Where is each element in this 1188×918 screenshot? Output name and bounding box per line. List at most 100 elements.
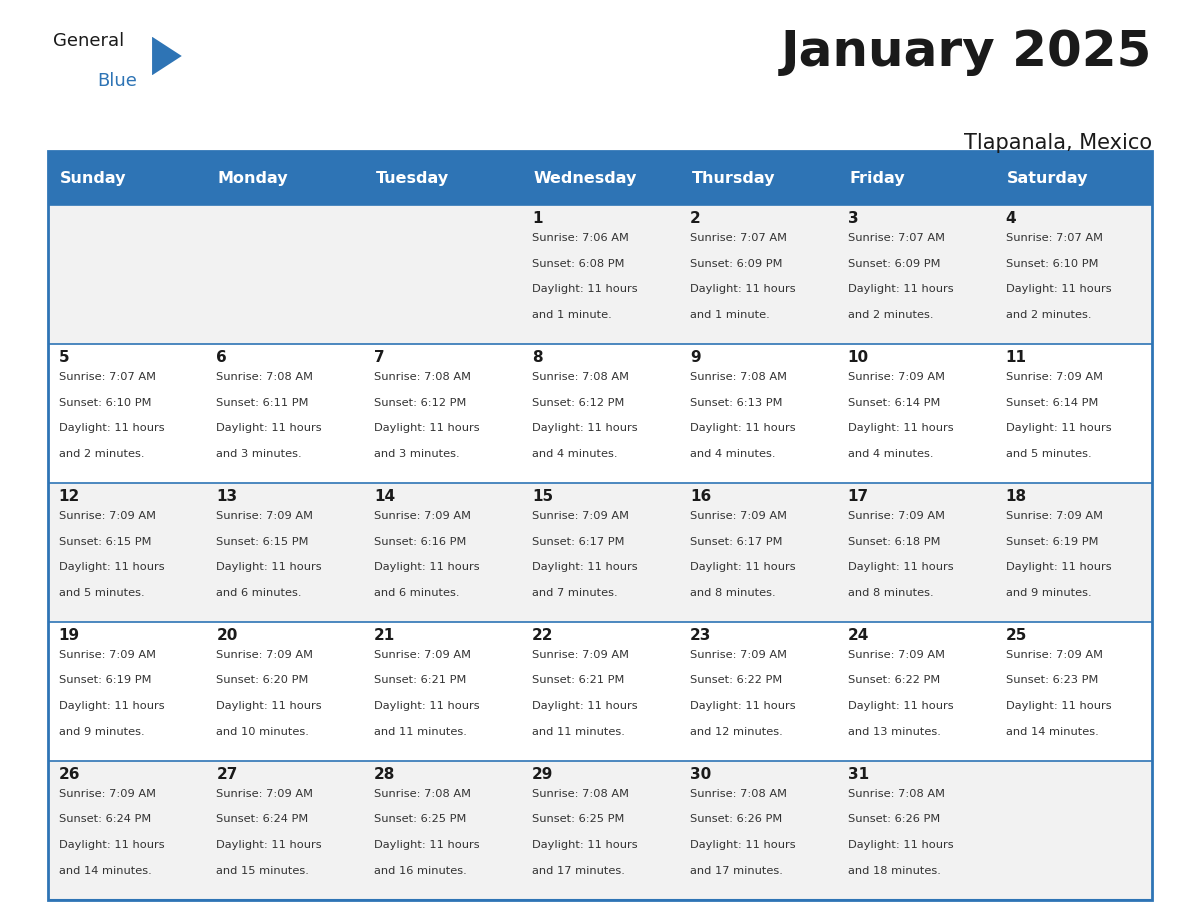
Text: Sunrise: 7:07 AM: Sunrise: 7:07 AM	[1005, 233, 1102, 243]
Bar	[364, 151, 522, 206]
Text: Daylight: 11 hours: Daylight: 11 hours	[690, 840, 796, 850]
Text: Sunset: 6:08 PM: Sunset: 6:08 PM	[532, 259, 625, 269]
Text: Sunrise: 7:09 AM: Sunrise: 7:09 AM	[848, 650, 944, 660]
Text: and 11 minutes.: and 11 minutes.	[532, 727, 625, 737]
Text: Sunset: 6:15 PM: Sunset: 6:15 PM	[216, 536, 309, 546]
Text: 29: 29	[532, 767, 554, 782]
Bar	[48, 483, 1152, 621]
Bar	[206, 151, 364, 206]
Text: Sunrise: 7:08 AM: Sunrise: 7:08 AM	[690, 372, 786, 382]
Text: and 13 minutes.: and 13 minutes.	[848, 727, 941, 737]
Text: Daylight: 11 hours: Daylight: 11 hours	[532, 840, 638, 850]
Text: 12: 12	[58, 489, 80, 504]
Text: Sunset: 6:19 PM: Sunset: 6:19 PM	[58, 676, 151, 686]
Text: and 4 minutes.: and 4 minutes.	[532, 449, 618, 459]
Text: Sunset: 6:21 PM: Sunset: 6:21 PM	[374, 676, 467, 686]
Text: and 8 minutes.: and 8 minutes.	[690, 588, 776, 598]
Text: Sunset: 6:14 PM: Sunset: 6:14 PM	[848, 397, 940, 408]
Text: Sunrise: 7:09 AM: Sunrise: 7:09 AM	[216, 650, 314, 660]
Text: 20: 20	[216, 628, 238, 643]
Text: Sunset: 6:22 PM: Sunset: 6:22 PM	[848, 676, 940, 686]
Text: Sunset: 6:26 PM: Sunset: 6:26 PM	[690, 814, 782, 824]
Text: Sunrise: 7:09 AM: Sunrise: 7:09 AM	[374, 510, 472, 521]
Text: Sunrise: 7:08 AM: Sunrise: 7:08 AM	[532, 372, 630, 382]
Text: 14: 14	[374, 489, 396, 504]
Text: Sunset: 6:18 PM: Sunset: 6:18 PM	[848, 536, 940, 546]
Text: 27: 27	[216, 767, 238, 782]
Text: and 1 minute.: and 1 minute.	[532, 310, 612, 320]
Text: Daylight: 11 hours: Daylight: 11 hours	[1005, 701, 1111, 711]
Text: Daylight: 11 hours: Daylight: 11 hours	[1005, 423, 1111, 433]
Text: Daylight: 11 hours: Daylight: 11 hours	[216, 701, 322, 711]
Text: and 16 minutes.: and 16 minutes.	[374, 866, 467, 876]
Text: and 5 minutes.: and 5 minutes.	[58, 588, 144, 598]
Text: Daylight: 11 hours: Daylight: 11 hours	[1005, 562, 1111, 572]
Text: Daylight: 11 hours: Daylight: 11 hours	[1005, 285, 1111, 295]
Text: Thursday: Thursday	[691, 171, 775, 186]
Text: Sunrise: 7:09 AM: Sunrise: 7:09 AM	[216, 789, 314, 799]
Text: Sunrise: 7:09 AM: Sunrise: 7:09 AM	[848, 510, 944, 521]
Text: Daylight: 11 hours: Daylight: 11 hours	[690, 285, 796, 295]
Text: Sunset: 6:21 PM: Sunset: 6:21 PM	[532, 676, 625, 686]
Text: Sunrise: 7:09 AM: Sunrise: 7:09 AM	[848, 372, 944, 382]
Text: Daylight: 11 hours: Daylight: 11 hours	[58, 562, 164, 572]
Text: 5: 5	[58, 350, 69, 365]
Text: Sunset: 6:25 PM: Sunset: 6:25 PM	[532, 814, 625, 824]
Bar	[48, 206, 1152, 344]
Text: Saturday: Saturday	[1007, 171, 1088, 186]
Text: Daylight: 11 hours: Daylight: 11 hours	[848, 423, 953, 433]
Text: and 7 minutes.: and 7 minutes.	[532, 588, 618, 598]
Text: Sunrise: 7:09 AM: Sunrise: 7:09 AM	[216, 510, 314, 521]
Text: Daylight: 11 hours: Daylight: 11 hours	[216, 840, 322, 850]
Text: January 2025: January 2025	[781, 28, 1152, 75]
Text: Sunset: 6:19 PM: Sunset: 6:19 PM	[1005, 536, 1098, 546]
Text: Sunset: 6:24 PM: Sunset: 6:24 PM	[216, 814, 309, 824]
Text: and 3 minutes.: and 3 minutes.	[374, 449, 460, 459]
Text: Sunrise: 7:09 AM: Sunrise: 7:09 AM	[1005, 650, 1102, 660]
Text: Daylight: 11 hours: Daylight: 11 hours	[848, 701, 953, 711]
Text: Sunrise: 7:08 AM: Sunrise: 7:08 AM	[374, 372, 472, 382]
Text: and 4 minutes.: and 4 minutes.	[690, 449, 776, 459]
Text: 6: 6	[216, 350, 227, 365]
Text: 2: 2	[690, 211, 701, 227]
Text: Daylight: 11 hours: Daylight: 11 hours	[374, 562, 480, 572]
Text: 15: 15	[532, 489, 554, 504]
Text: Daylight: 11 hours: Daylight: 11 hours	[58, 840, 164, 850]
Text: Sunset: 6:25 PM: Sunset: 6:25 PM	[374, 814, 467, 824]
Text: and 6 minutes.: and 6 minutes.	[374, 588, 460, 598]
Text: Daylight: 11 hours: Daylight: 11 hours	[848, 285, 953, 295]
Text: Sunset: 6:26 PM: Sunset: 6:26 PM	[848, 814, 940, 824]
Text: and 14 minutes.: and 14 minutes.	[58, 866, 151, 876]
Text: Sunset: 6:15 PM: Sunset: 6:15 PM	[58, 536, 151, 546]
Text: Monday: Monday	[217, 171, 289, 186]
Text: Sunrise: 7:09 AM: Sunrise: 7:09 AM	[374, 650, 472, 660]
Text: Sunset: 6:17 PM: Sunset: 6:17 PM	[532, 536, 625, 546]
Text: Sunrise: 7:09 AM: Sunrise: 7:09 AM	[532, 510, 630, 521]
Text: Sunset: 6:17 PM: Sunset: 6:17 PM	[690, 536, 783, 546]
Bar	[48, 621, 1152, 761]
Text: and 2 minutes.: and 2 minutes.	[58, 449, 144, 459]
Bar	[48, 344, 1152, 483]
Text: Daylight: 11 hours: Daylight: 11 hours	[690, 562, 796, 572]
Text: Daylight: 11 hours: Daylight: 11 hours	[216, 562, 322, 572]
Text: 25: 25	[1005, 628, 1026, 643]
Text: Sunrise: 7:06 AM: Sunrise: 7:06 AM	[532, 233, 628, 243]
Text: 11: 11	[1005, 350, 1026, 365]
Text: and 17 minutes.: and 17 minutes.	[690, 866, 783, 876]
Text: 16: 16	[690, 489, 712, 504]
Text: 8: 8	[532, 350, 543, 365]
Text: Daylight: 11 hours: Daylight: 11 hours	[58, 701, 164, 711]
Text: and 9 minutes.: and 9 minutes.	[58, 727, 144, 737]
Text: Sunset: 6:12 PM: Sunset: 6:12 PM	[532, 397, 625, 408]
Polygon shape	[152, 37, 182, 75]
Bar	[48, 761, 1152, 900]
Text: Sunset: 6:12 PM: Sunset: 6:12 PM	[374, 397, 467, 408]
Text: 1: 1	[532, 211, 543, 227]
Bar	[994, 151, 1152, 206]
Bar	[678, 151, 836, 206]
Text: Daylight: 11 hours: Daylight: 11 hours	[690, 423, 796, 433]
Text: and 15 minutes.: and 15 minutes.	[216, 866, 309, 876]
Text: and 6 minutes.: and 6 minutes.	[216, 588, 302, 598]
Text: 30: 30	[690, 767, 712, 782]
Text: Sunset: 6:09 PM: Sunset: 6:09 PM	[848, 259, 940, 269]
